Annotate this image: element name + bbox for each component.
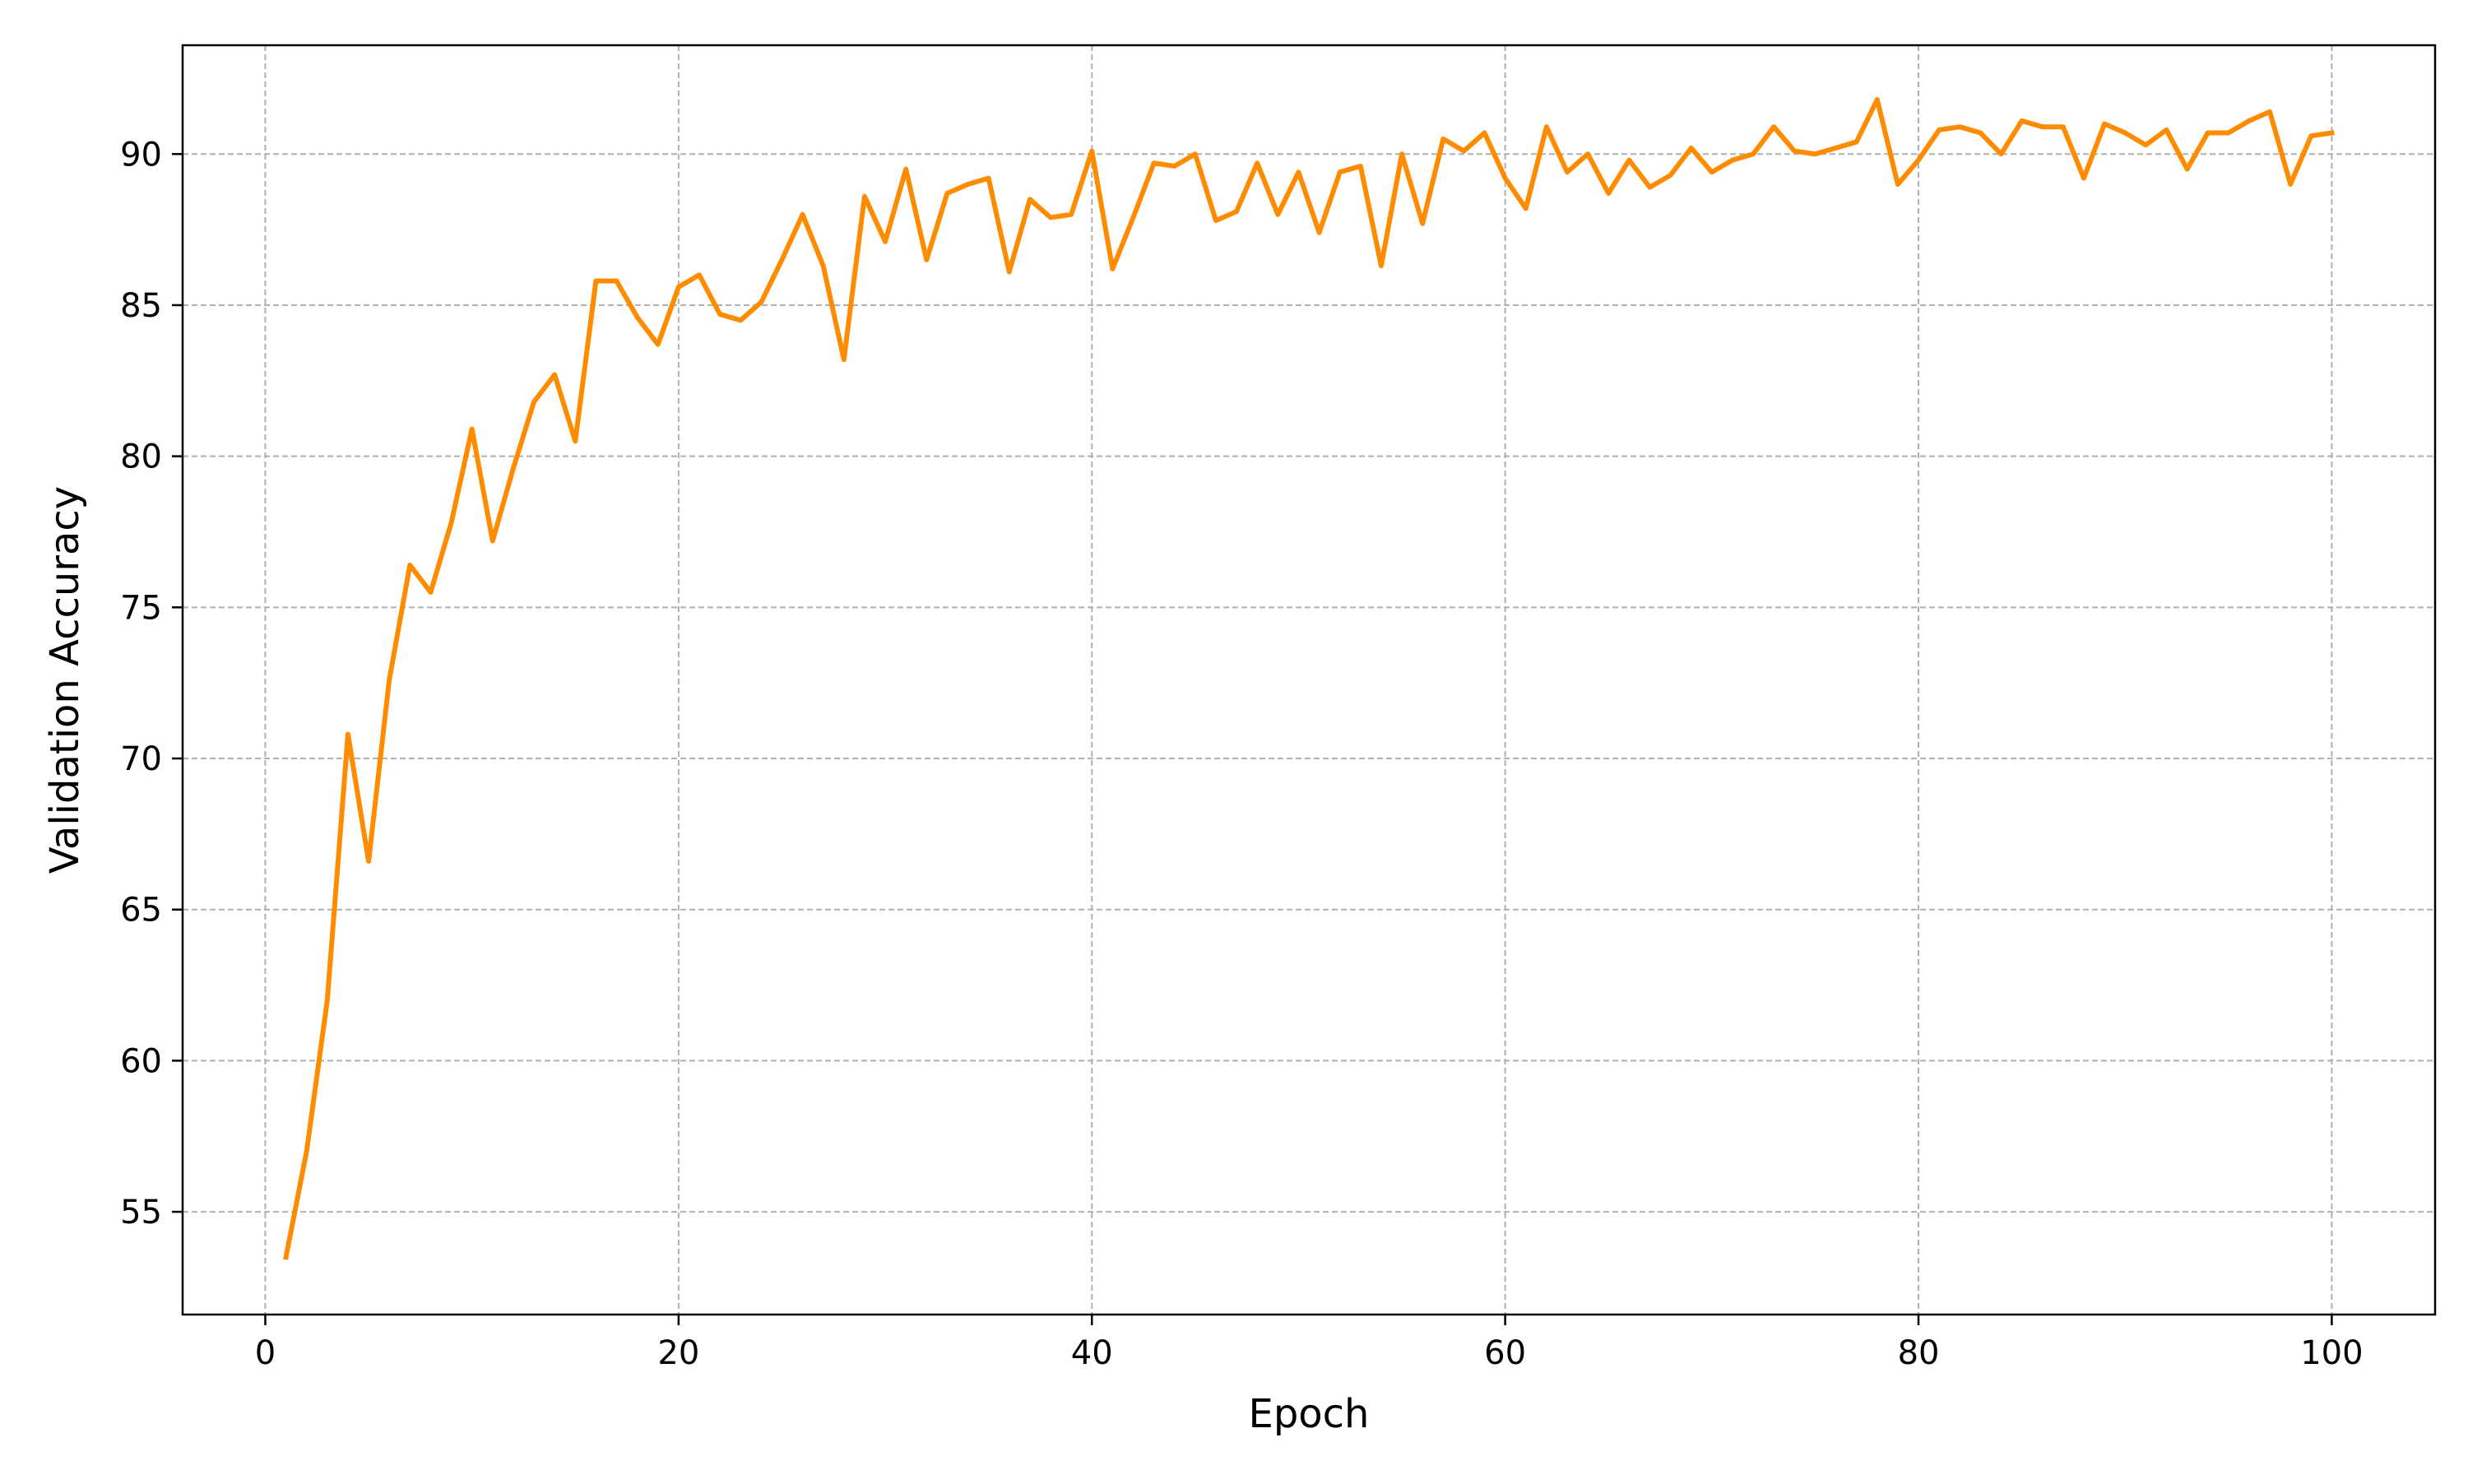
x-axis-label: Epoch: [1249, 1391, 1370, 1437]
y-tick-label: 60: [120, 1042, 162, 1080]
y-tick-label: 75: [120, 589, 162, 627]
x-tick-label: 20: [657, 1334, 699, 1372]
x-tick-label: 0: [255, 1334, 276, 1372]
y-tick-label: 55: [120, 1194, 162, 1231]
y-tick-label: 80: [120, 438, 162, 476]
y-tick-label: 65: [120, 892, 162, 930]
y-axis-label: Validation Accuracy: [42, 486, 88, 874]
x-tick-label: 80: [1898, 1334, 1940, 1372]
y-tick-label: 85: [120, 287, 162, 325]
x-tick-label: 40: [1071, 1334, 1113, 1372]
y-tick-label: 70: [120, 740, 162, 778]
x-tick-label: 100: [2300, 1334, 2363, 1372]
y-tick-label: 90: [120, 136, 162, 174]
x-tick-label: 60: [1484, 1334, 1526, 1372]
